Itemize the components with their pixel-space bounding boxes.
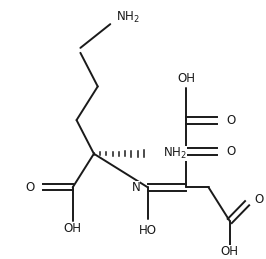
Text: NH$_2$: NH$_2$ xyxy=(116,10,140,25)
Text: O: O xyxy=(227,145,236,158)
Text: O: O xyxy=(26,181,35,194)
Text: OH: OH xyxy=(177,72,196,85)
Text: NH$_2$: NH$_2$ xyxy=(163,146,187,161)
Text: O: O xyxy=(255,193,264,206)
Text: OH: OH xyxy=(221,244,239,258)
Text: N: N xyxy=(131,181,140,194)
Text: OH: OH xyxy=(64,222,82,235)
Text: HO: HO xyxy=(139,224,157,238)
Text: O: O xyxy=(227,114,236,127)
